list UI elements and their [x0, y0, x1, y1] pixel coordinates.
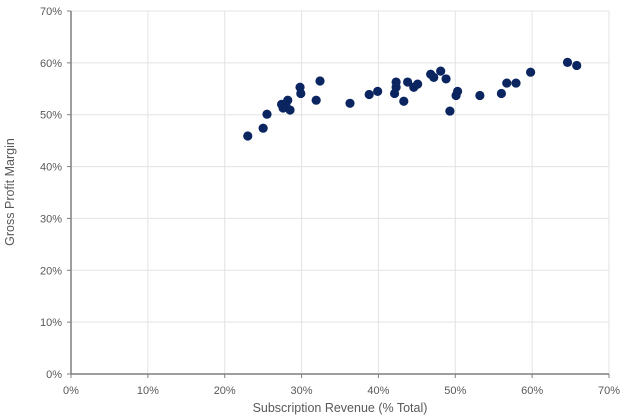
data-point — [296, 88, 306, 99]
data-point — [436, 66, 446, 76]
x-tick-label: 40% — [367, 385, 389, 397]
data-point — [496, 88, 506, 99]
y-tick-label: 10% — [40, 317, 62, 329]
data-point — [345, 98, 355, 108]
x-tick-label: 60% — [521, 385, 543, 397]
data-point — [441, 74, 451, 84]
data-point — [311, 95, 321, 105]
y-tick-label: 50% — [40, 110, 62, 122]
axes — [70, 11, 609, 375]
data-point — [475, 90, 485, 101]
y-tick-label: 60% — [40, 58, 62, 70]
y-tick-label: 40% — [40, 162, 62, 174]
x-tick-label: 20% — [214, 385, 236, 397]
x-axis-ticks: 0% 10% 20% 30% 40% 50% 60% 70% — [63, 374, 620, 397]
data-point — [562, 57, 573, 67]
data-point — [364, 89, 374, 100]
data-point — [315, 76, 325, 86]
data-point — [572, 60, 582, 71]
data-point — [445, 106, 455, 116]
data-point — [502, 78, 512, 88]
y-axis-title: Gross Profit Margin — [3, 138, 17, 246]
data-point — [389, 88, 400, 99]
data-point — [262, 109, 272, 119]
y-tick-label: 30% — [40, 213, 62, 225]
y-axis-ticks: 0% 10% 20% 30% 40% 50% 60% 70% — [40, 6, 71, 381]
x-tick-label: 10% — [137, 385, 159, 397]
y-tick-label: 0% — [46, 369, 62, 381]
data-point — [429, 72, 439, 82]
data-point — [452, 86, 463, 96]
y-tick-label: 70% — [40, 6, 62, 18]
data-point — [373, 86, 383, 96]
gridlines — [71, 10, 610, 374]
data-point — [413, 79, 423, 89]
data-point — [526, 67, 536, 77]
x-tick-label: 70% — [598, 385, 620, 397]
x-tick-label: 0% — [63, 385, 79, 397]
data-point — [243, 131, 253, 141]
x-axis-title: Subscription Revenue (% Total) — [253, 401, 428, 415]
x-tick-label: 50% — [444, 385, 466, 397]
x-tick-label: 30% — [291, 385, 313, 397]
y-tick-label: 20% — [40, 265, 62, 277]
data-point — [281, 101, 291, 112]
data-point — [511, 78, 521, 88]
data-point — [403, 77, 413, 87]
data-points — [243, 57, 582, 141]
data-point — [258, 123, 268, 133]
data-point — [399, 96, 409, 106]
